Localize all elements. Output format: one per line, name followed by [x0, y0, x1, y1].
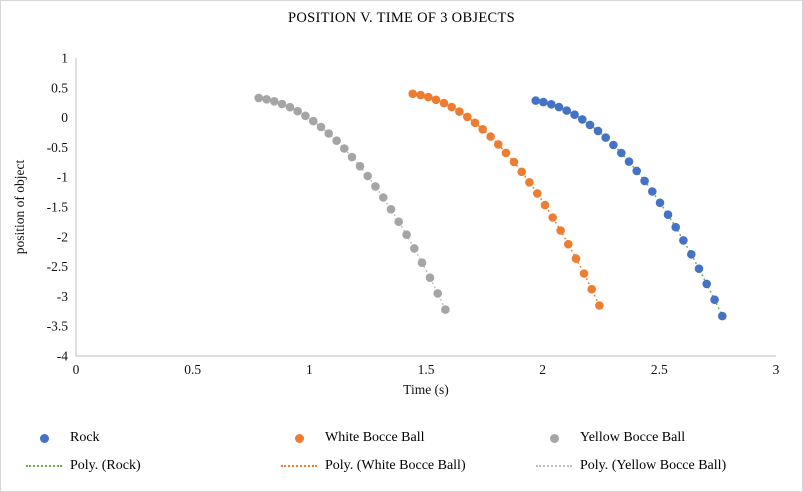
svg-text:0.5: 0.5 — [184, 362, 201, 377]
svg-text:1.5: 1.5 — [418, 362, 435, 377]
white-bocce-ball-marker-icon — [294, 433, 304, 443]
svg-text:3: 3 — [773, 362, 780, 377]
legend-item-poly-white-bocce-ball: Poly. (White Bocce Ball) — [281, 457, 466, 475]
svg-text:-4: -4 — [57, 349, 68, 364]
yellow-bocce-ball-marker-icon — [549, 433, 559, 443]
plot-area: 0 0.5 1 1.5 2 2.5 3 1 0.5 0 -0.5 -1 -1.5 -2 -2.5 -3 -3.5… — [47, 51, 780, 378]
legend-item-rock: Rock — [26, 429, 100, 447]
legend-label-poly-rock: Poly. (Rock) — [70, 458, 141, 473]
svg-text:-1: -1 — [57, 170, 68, 185]
chart-title: POSITION V. TIME OF 3 OBJECTS — [287, 10, 516, 26]
rock-marker-icon — [39, 433, 49, 443]
legend-item-white-bocce-ball: White Bocce Ball — [281, 429, 425, 447]
legend-label-yellow-bocce-ball: Yellow Bocce Ball — [580, 430, 686, 445]
legend-item-poly-rock: Poly. (Rock) — [26, 457, 141, 475]
legend-label-white-bocce-ball: White Bocce Ball — [325, 430, 425, 445]
svg-text:-3: -3 — [57, 289, 68, 304]
svg-text:0.5: 0.5 — [51, 80, 68, 95]
svg-text:-2.5: -2.5 — [47, 259, 69, 274]
legend-item-poly-yellow-bocce-ball: Poly. (Yellow Bocce Ball) — [536, 457, 726, 475]
poly-white-bocce-ball-line-icon — [281, 465, 317, 467]
svg-text:2: 2 — [539, 362, 546, 377]
svg-text:-3.5: -3.5 — [47, 319, 69, 334]
svg-text:-2: -2 — [57, 229, 68, 244]
svg-text:2.5: 2.5 — [651, 362, 668, 377]
svg-text:1: 1 — [61, 51, 68, 66]
poly-rock-line-icon — [26, 465, 62, 467]
poly-yellow-bocce-ball-line-icon — [536, 465, 572, 467]
svg-text:-0.5: -0.5 — [47, 140, 69, 155]
legend-label-poly-yellow-bocce-ball: Poly. (Yellow Bocce Ball) — [580, 458, 727, 473]
legend-label-poly-white-bocce-ball: Poly. (White Bocce Ball) — [325, 458, 466, 473]
y-axis-title: position of object — [12, 159, 27, 255]
svg-text:0: 0 — [73, 362, 80, 377]
svg-text:0: 0 — [61, 110, 68, 125]
x-axis-title: Time (s) — [403, 382, 449, 397]
legend-item-yellow-bocce-ball: Yellow Bocce Ball — [536, 429, 685, 447]
svg-text:-1.5: -1.5 — [47, 200, 69, 215]
svg-text:1: 1 — [306, 362, 313, 377]
legend-label-rock: Rock — [70, 430, 100, 445]
